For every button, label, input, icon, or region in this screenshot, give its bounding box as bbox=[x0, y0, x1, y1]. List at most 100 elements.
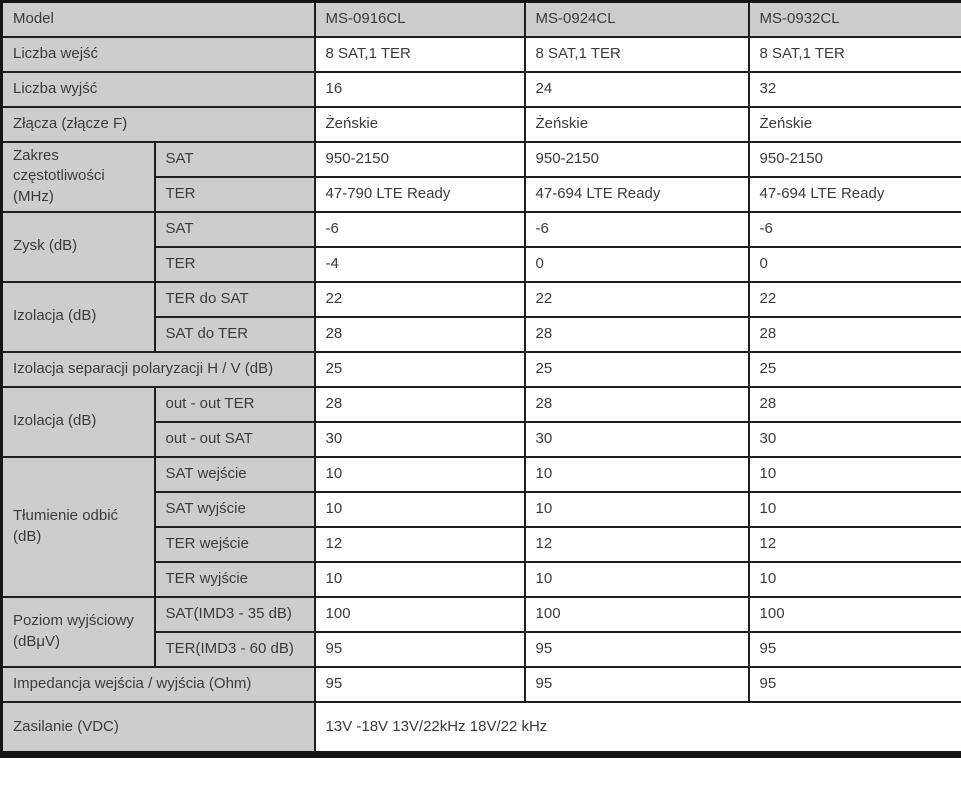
sub-label-outputlevel-sat: SAT(IMD3 - 35 dB) bbox=[153, 595, 316, 633]
sub-label-freq-ter: TER bbox=[153, 175, 316, 213]
group-label-isolation1: Izolacja (dB) bbox=[0, 280, 156, 353]
table-row-connectors: Złącza (złącze F) Żeńskie Żeńskie Żeński… bbox=[0, 105, 961, 143]
sub-label-freq-sat: SAT bbox=[153, 140, 316, 178]
table-row-isolation1-tersat: Izolacja (dB) TER do SAT 22 22 22 bbox=[0, 280, 961, 353]
table-row-gain-ter: TER -4 0 0 bbox=[2, 245, 961, 283]
row-label-power: Zasilanie (VDC) bbox=[0, 700, 316, 756]
table-row-returnloss-terin: TER wejście 12 12 12 bbox=[2, 525, 961, 563]
sub-label-isolation1-tersat: TER do SAT bbox=[153, 280, 316, 318]
cell-returnloss-satout-2: 10 bbox=[747, 490, 961, 528]
cell-returnloss-satin-0: 10 bbox=[313, 455, 526, 493]
cell-freq-ter-2: 47-694 LTE Ready bbox=[747, 175, 961, 213]
group-label-gain: Zysk (dB) bbox=[0, 210, 156, 283]
cell-returnloss-terout-0: 10 bbox=[313, 560, 526, 598]
cell-isolation2-outsat-2: 30 bbox=[747, 420, 961, 458]
cell-polarization-0: 25 bbox=[313, 350, 526, 388]
sub-label-gain-sat: SAT bbox=[153, 210, 316, 248]
table-row-isolation1-satter: SAT do TER 28 28 28 bbox=[2, 315, 961, 353]
cell-inputs-2: 8 SAT,1 TER bbox=[747, 35, 961, 73]
sub-label-returnloss-terin: TER wejście bbox=[153, 525, 316, 563]
cell-isolation2-outter-2: 28 bbox=[747, 385, 961, 423]
row-label-model: Model bbox=[0, 0, 316, 38]
cell-returnloss-terin-0: 12 bbox=[313, 525, 526, 563]
cell-outputlevel-sat-1: 100 bbox=[523, 595, 750, 633]
sub-label-returnloss-terout: TER wyjście bbox=[153, 560, 316, 598]
table-row-gain-sat: Zysk (dB) SAT -6 -6 -6 bbox=[0, 210, 961, 283]
cell-outputs-1: 24 bbox=[523, 70, 750, 108]
cell-returnloss-satout-0: 10 bbox=[313, 490, 526, 528]
cell-isolation1-satter-0: 28 bbox=[313, 315, 526, 353]
cell-polarization-2: 25 bbox=[747, 350, 961, 388]
sub-label-isolation2-outter: out - out TER bbox=[153, 385, 316, 423]
cell-inputs-1: 8 SAT,1 TER bbox=[523, 35, 750, 73]
group-label-freq: Zakres częstotliwości (MHz) bbox=[0, 140, 156, 213]
cell-outputlevel-ter-1: 95 bbox=[523, 630, 750, 668]
cell-freq-sat-2: 950-2150 bbox=[747, 140, 961, 178]
group-label-returnloss: Tłumienie odbić (dB) bbox=[0, 455, 156, 598]
cell-returnloss-terin-2: 12 bbox=[747, 525, 961, 563]
cell-returnloss-satin-1: 10 bbox=[523, 455, 750, 493]
cell-isolation2-outter-1: 28 bbox=[523, 385, 750, 423]
cell-connectors-0: Żeńskie bbox=[313, 105, 526, 143]
cell-power-value: 13V -18V 13V/22kHz 18V/22 kHz bbox=[313, 700, 961, 756]
table-row-freq-ter: TER 47-790 LTE Ready 47-694 LTE Ready 47… bbox=[2, 175, 961, 213]
spec-table: Model MS-0916CL MS-0924CL MS-0932CL Licz… bbox=[0, 0, 961, 758]
cell-gain-ter-2: 0 bbox=[747, 245, 961, 283]
table-row-returnloss-terout: TER wyjście 10 10 10 bbox=[2, 560, 961, 598]
cell-impedance-2: 95 bbox=[747, 665, 961, 703]
cell-isolation1-tersat-2: 22 bbox=[747, 280, 961, 318]
cell-isolation1-tersat-1: 22 bbox=[523, 280, 750, 318]
cell-isolation1-tersat-0: 22 bbox=[313, 280, 526, 318]
cell-returnloss-terout-1: 10 bbox=[523, 560, 750, 598]
cell-outputs-0: 16 bbox=[313, 70, 526, 108]
cell-impedance-1: 95 bbox=[523, 665, 750, 703]
cell-connectors-2: Żeńskie bbox=[747, 105, 961, 143]
cell-model-0: MS-0916CL bbox=[313, 0, 526, 38]
table-row-power: Zasilanie (VDC) 13V -18V 13V/22kHz 18V/2… bbox=[0, 700, 961, 756]
sub-label-outputlevel-ter: TER(IMD3 - 60 dB) bbox=[153, 630, 316, 668]
table-row-isolation2-outter: Izolacja (dB) out - out TER 28 28 28 bbox=[0, 385, 961, 458]
table-row-impedance: Impedancja wejścia / wyjścia (Ohm) 95 95… bbox=[0, 665, 961, 703]
cell-outputs-2: 32 bbox=[747, 70, 961, 108]
cell-gain-sat-2: -6 bbox=[747, 210, 961, 248]
cell-gain-sat-1: -6 bbox=[523, 210, 750, 248]
sub-label-gain-ter: TER bbox=[153, 245, 316, 283]
cell-gain-sat-0: -6 bbox=[313, 210, 526, 248]
table-row-polarization: Izolacja separacji polaryzacji H / V (dB… bbox=[0, 350, 961, 388]
table-row-isolation2-outsat: out - out SAT 30 30 30 bbox=[2, 420, 961, 458]
cell-freq-ter-1: 47-694 LTE Ready bbox=[523, 175, 750, 213]
sub-label-returnloss-satin: SAT wejście bbox=[153, 455, 316, 493]
cell-model-2: MS-0932CL bbox=[747, 0, 961, 38]
row-label-impedance: Impedancja wejścia / wyjścia (Ohm) bbox=[0, 665, 316, 703]
cell-outputlevel-ter-0: 95 bbox=[313, 630, 526, 668]
cell-isolation2-outsat-1: 30 bbox=[523, 420, 750, 458]
cell-returnloss-satin-2: 10 bbox=[747, 455, 961, 493]
row-label-connectors: Złącza (złącze F) bbox=[0, 105, 316, 143]
sub-label-isolation2-outsat: out - out SAT bbox=[153, 420, 316, 458]
cell-gain-ter-1: 0 bbox=[523, 245, 750, 283]
cell-gain-ter-0: -4 bbox=[313, 245, 526, 283]
cell-connectors-1: Żeńskie bbox=[523, 105, 750, 143]
cell-freq-sat-1: 950-2150 bbox=[523, 140, 750, 178]
cell-returnloss-satout-1: 10 bbox=[523, 490, 750, 528]
table-row-model: Model MS-0916CL MS-0924CL MS-0932CL bbox=[0, 0, 961, 38]
cell-isolation1-satter-1: 28 bbox=[523, 315, 750, 353]
row-label-inputs: Liczba wejść bbox=[0, 35, 316, 73]
cell-isolation2-outter-0: 28 bbox=[313, 385, 526, 423]
cell-returnloss-terin-1: 12 bbox=[523, 525, 750, 563]
cell-returnloss-terout-2: 10 bbox=[747, 560, 961, 598]
table-row-returnloss-satout: SAT wyjście 10 10 10 bbox=[2, 490, 961, 528]
table-row-returnloss-satin: Tłumienie odbić (dB) SAT wejście 10 10 1… bbox=[0, 455, 961, 598]
table-row-outputs: Liczba wyjść 16 24 32 bbox=[0, 70, 961, 108]
cell-inputs-0: 8 SAT,1 TER bbox=[313, 35, 526, 73]
cell-isolation1-satter-2: 28 bbox=[747, 315, 961, 353]
row-label-polarization: Izolacja separacji polaryzacji H / V (dB… bbox=[0, 350, 316, 388]
sub-label-returnloss-satout: SAT wyjście bbox=[153, 490, 316, 528]
cell-outputlevel-ter-2: 95 bbox=[747, 630, 961, 668]
cell-impedance-0: 95 bbox=[313, 665, 526, 703]
table-row-outputlevel-sat: Poziom wyjściowy (dBμV) SAT(IMD3 - 35 dB… bbox=[0, 595, 961, 668]
cell-isolation2-outsat-0: 30 bbox=[313, 420, 526, 458]
table-row-freq-sat: Zakres częstotliwości (MHz) SAT 950-2150… bbox=[0, 140, 961, 213]
sub-label-isolation1-satter: SAT do TER bbox=[153, 315, 316, 353]
cell-polarization-1: 25 bbox=[523, 350, 750, 388]
